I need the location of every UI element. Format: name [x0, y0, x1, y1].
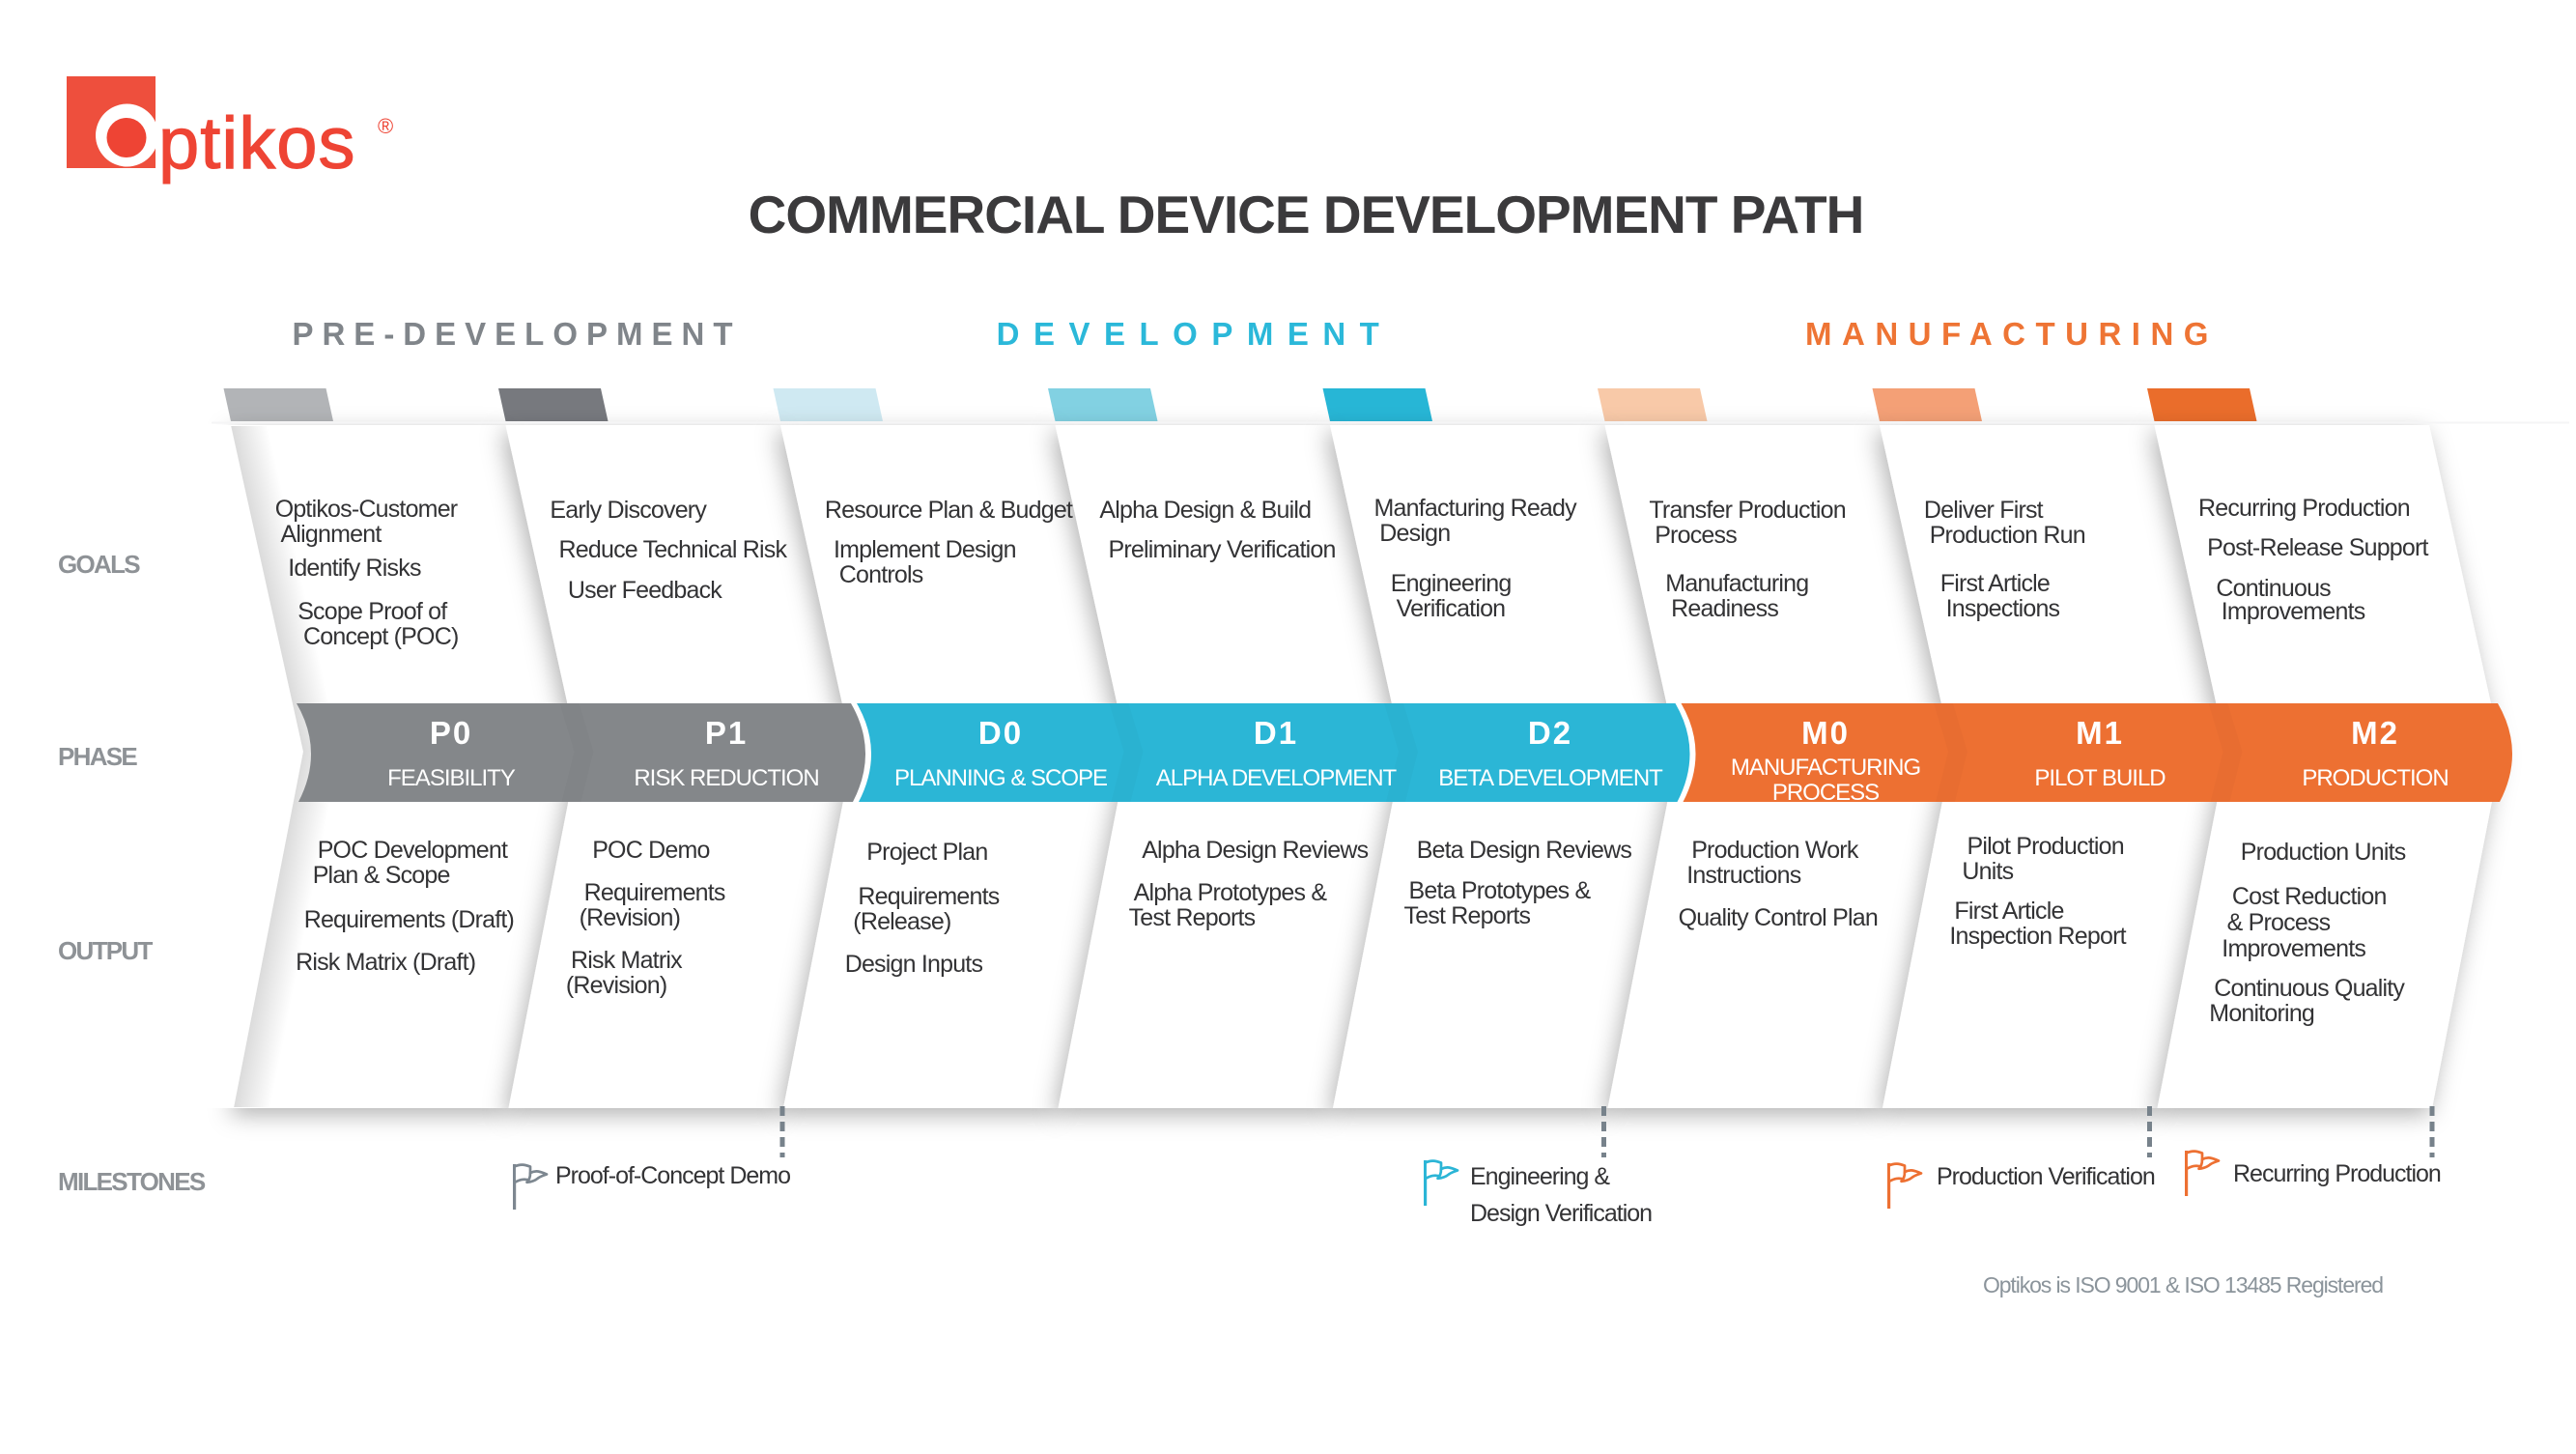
- svg-text:POC Development: POC Development: [318, 837, 508, 864]
- svg-text:D2: D2: [1528, 715, 1572, 751]
- svg-text:D0: D0: [978, 715, 1023, 751]
- svg-text:Production Work: Production Work: [1691, 837, 1859, 864]
- svg-text:MILESTONES: MILESTONES: [58, 1167, 206, 1196]
- svg-text:D1: D1: [1254, 715, 1298, 751]
- svg-text:(Release): (Release): [853, 908, 950, 935]
- svg-text:RISK REDUCTION: RISK REDUCTION: [634, 765, 818, 791]
- svg-text:Readiness: Readiness: [1671, 595, 1778, 622]
- svg-text:Monitoring: Monitoring: [2209, 1000, 2314, 1027]
- svg-text:DEVELOPMENT: DEVELOPMENT: [997, 316, 1394, 352]
- svg-text:Inspections: Inspections: [1946, 595, 2060, 622]
- svg-text:COMMERCIAL DEVICE DEVELOPMENT: COMMERCIAL DEVICE DEVELOPMENT PATH: [749, 185, 1864, 244]
- svg-text:First Article: First Article: [1940, 570, 2050, 597]
- svg-text:Implement Design: Implement Design: [834, 536, 1016, 563]
- svg-text:P1: P1: [705, 715, 748, 751]
- svg-text:Design Verification: Design Verification: [1470, 1200, 1652, 1227]
- svg-text:(Revision): (Revision): [566, 972, 667, 999]
- svg-text:Requirements (Draft): Requirements (Draft): [304, 906, 514, 933]
- svg-text:P0: P0: [430, 715, 472, 751]
- svg-text:Recurring Production: Recurring Production: [2198, 495, 2410, 522]
- svg-text:Optikos-Customer: Optikos-Customer: [275, 496, 458, 523]
- svg-text:Production Units: Production Units: [2241, 839, 2406, 866]
- svg-text:Inspection Report: Inspection Report: [1949, 923, 2126, 950]
- svg-text:GOALS: GOALS: [58, 550, 140, 579]
- svg-text:Risk Matrix (Draft): Risk Matrix (Draft): [296, 949, 475, 976]
- svg-text:Engineering &: Engineering &: [1470, 1163, 1610, 1190]
- svg-text:Optikos is ISO 9001 & ISO 1348: Optikos is ISO 9001 & ISO 13485 Register…: [1983, 1272, 2383, 1297]
- svg-text:Risk Matrix: Risk Matrix: [571, 947, 683, 974]
- svg-text:User Feedback: User Feedback: [568, 577, 722, 604]
- svg-text:®: ®: [378, 114, 393, 138]
- svg-text:Concept (POC): Concept (POC): [303, 623, 459, 650]
- svg-text:M0: M0: [1801, 715, 1850, 751]
- svg-text:PLANNING & SCOPE: PLANNING & SCOPE: [894, 765, 1107, 791]
- svg-text:OUTPUT: OUTPUT: [58, 936, 154, 965]
- svg-text:Controls: Controls: [839, 561, 923, 588]
- svg-text:Transfer Production: Transfer Production: [1649, 497, 1845, 524]
- svg-text:Design: Design: [1379, 520, 1450, 547]
- svg-text:Cost Reduction: Cost Reduction: [2232, 883, 2387, 910]
- svg-text:FEASIBILITY: FEASIBILITY: [387, 765, 516, 791]
- svg-text:PILOT BUILD: PILOT BUILD: [2034, 765, 2166, 791]
- svg-text:Engineering: Engineering: [1391, 570, 1512, 597]
- svg-text:Post-Release Support: Post-Release Support: [2207, 534, 2428, 561]
- svg-text:Reduce Technical Risk: Reduce Technical Risk: [559, 536, 788, 563]
- svg-text:M2: M2: [2351, 715, 2399, 751]
- svg-text:PRODUCTION: PRODUCTION: [2302, 765, 2448, 791]
- svg-text:Test Reports: Test Reports: [1129, 904, 1256, 931]
- svg-text:Production Run: Production Run: [1930, 522, 2085, 549]
- svg-text:Alpha Prototypes &: Alpha Prototypes &: [1134, 879, 1328, 906]
- svg-text:PROCESS: PROCESS: [1772, 780, 1879, 806]
- svg-text:ptikos: ptikos: [158, 102, 356, 185]
- svg-text:Process: Process: [1655, 522, 1737, 549]
- svg-text:PRE-DEVELOPMENT: PRE-DEVELOPMENT: [292, 316, 741, 352]
- svg-text:Units: Units: [1962, 858, 2013, 885]
- svg-text:& Process: & Process: [2227, 909, 2331, 936]
- svg-text:Resource Plan & Budget: Resource Plan & Budget: [825, 497, 1073, 524]
- svg-text:Beta Prototypes &: Beta Prototypes &: [1409, 877, 1592, 904]
- svg-text:MANUFACTURING: MANUFACTURING: [1731, 755, 1920, 781]
- svg-text:Production Verification: Production Verification: [1937, 1163, 2155, 1190]
- svg-text:Requirements: Requirements: [858, 883, 999, 910]
- svg-text:Early Discovery: Early Discovery: [550, 497, 707, 524]
- svg-text:MANUFACTURING: MANUFACTURING: [1805, 316, 2219, 352]
- svg-text:BETA DEVELOPMENT: BETA DEVELOPMENT: [1438, 765, 1663, 791]
- svg-text:Manfacturing Ready: Manfacturing Ready: [1374, 495, 1578, 522]
- svg-text:Verification: Verification: [1397, 595, 1506, 622]
- svg-text:Instructions: Instructions: [1686, 862, 1801, 889]
- svg-text:Recurring Production: Recurring Production: [2233, 1160, 2441, 1187]
- svg-text:Deliver First: Deliver First: [1924, 497, 2044, 524]
- svg-text:Proof-of-Concept Demo: Proof-of-Concept Demo: [555, 1162, 790, 1189]
- svg-text:Identify Risks: Identify Risks: [288, 555, 421, 582]
- svg-text:M1: M1: [2076, 715, 2124, 751]
- svg-text:Scope Proof of: Scope Proof of: [297, 598, 447, 625]
- svg-text:Project Plan: Project Plan: [866, 839, 987, 866]
- svg-text:PHASE: PHASE: [58, 742, 137, 771]
- svg-text:Continuous: Continuous: [2216, 575, 2331, 602]
- svg-text:Preliminary Verification: Preliminary Verification: [1109, 536, 1336, 563]
- svg-text:Design Inputs: Design Inputs: [845, 951, 983, 978]
- svg-text:Plan & Scope: Plan & Scope: [313, 862, 450, 889]
- svg-text:ALPHA DEVELOPMENT: ALPHA DEVELOPMENT: [1156, 765, 1398, 791]
- svg-text:Manufacturing: Manufacturing: [1665, 570, 1808, 597]
- svg-text:Requirements: Requirements: [584, 879, 725, 906]
- svg-text:POC Demo: POC Demo: [592, 837, 709, 864]
- svg-text:Pilot Production: Pilot Production: [1967, 833, 2124, 860]
- svg-text:First Article: First Article: [1954, 898, 2063, 925]
- svg-text:Continuous Quality: Continuous Quality: [2214, 975, 2405, 1002]
- svg-text:Alpha Design Reviews: Alpha Design Reviews: [1142, 837, 1368, 864]
- svg-text:Quality Control Plan: Quality Control Plan: [1679, 904, 1878, 931]
- svg-text:Improvements: Improvements: [2222, 598, 2365, 625]
- svg-text:Beta Design Reviews: Beta Design Reviews: [1417, 837, 1632, 864]
- svg-text:Improvements: Improvements: [2222, 935, 2365, 962]
- svg-text:Alpha Design & Build: Alpha Design & Build: [1099, 497, 1311, 524]
- svg-text:Alignment: Alignment: [281, 521, 382, 548]
- svg-text:Test Reports: Test Reports: [1404, 902, 1531, 929]
- svg-text:(Revision): (Revision): [580, 904, 681, 931]
